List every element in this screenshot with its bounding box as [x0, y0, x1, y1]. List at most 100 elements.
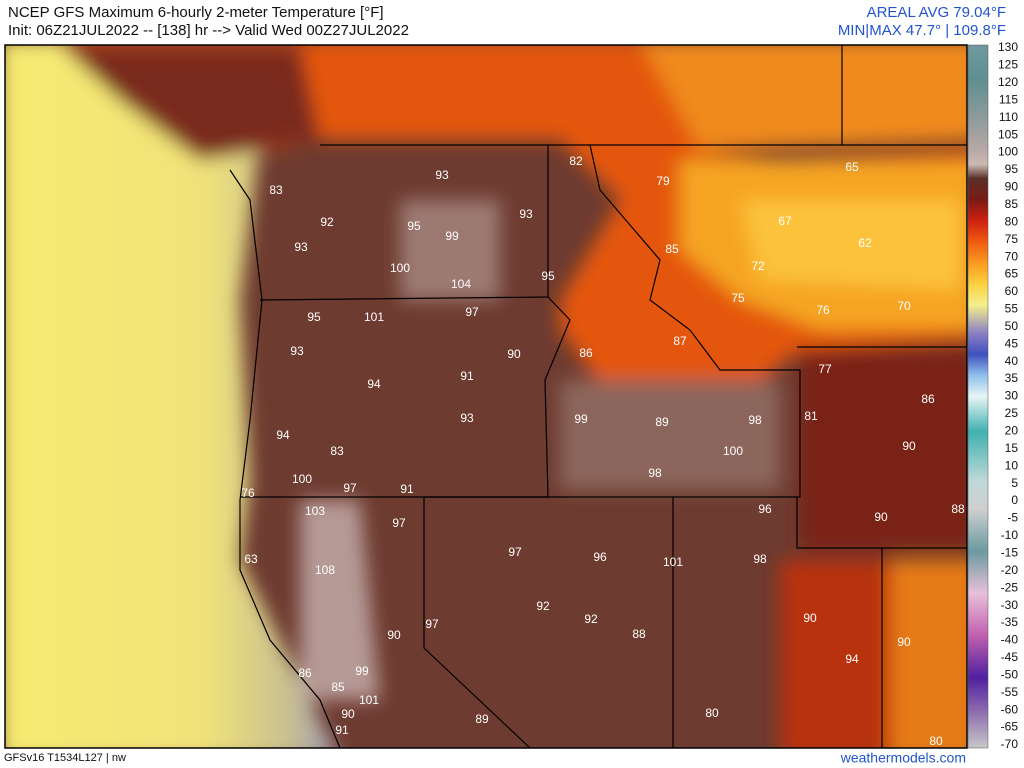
station-temp: 90 [902, 439, 916, 453]
colorbar-label: -5 [1007, 511, 1018, 525]
colorbar-label: -30 [1001, 598, 1019, 612]
station-temp: 95 [407, 219, 421, 233]
station-temp: 97 [343, 481, 357, 495]
station-temp: 67 [778, 214, 792, 228]
colorbar-label: 70 [1005, 249, 1019, 263]
colorbar-label: -60 [1001, 702, 1019, 716]
station-temp: 88 [951, 502, 965, 516]
station-temp: 93 [435, 168, 449, 182]
station-temp: 100 [390, 261, 410, 275]
colorbar-label: 65 [1005, 267, 1019, 281]
colorbar-label: -15 [1001, 545, 1019, 559]
station-temp: 99 [355, 664, 369, 678]
station-temp: 90 [507, 347, 521, 361]
station-temp: 96 [593, 550, 607, 564]
station-temp: 100 [292, 472, 312, 486]
site-credit[interactable]: weathermodels.com [840, 750, 966, 766]
station-temp: 81 [804, 409, 818, 423]
map-field [5, 45, 967, 748]
station-temp: 94 [845, 652, 859, 666]
station-temp: 76 [241, 486, 255, 500]
colorbar-label: 40 [1005, 354, 1019, 368]
station-temp: 103 [305, 504, 325, 518]
colorbar-label: 0 [1011, 493, 1018, 507]
station-temp: 86 [921, 392, 935, 406]
colorbar-label: 25 [1005, 406, 1019, 420]
station-temp: 95 [307, 310, 321, 324]
state-border [796, 497, 967, 549]
station-temp: 80 [929, 734, 943, 748]
colorbar-label: 80 [1005, 214, 1019, 228]
station-temp: 86 [579, 346, 593, 360]
station-temp: 75 [731, 291, 745, 305]
colorbar-label: 110 [999, 110, 1018, 124]
station-temp: 99 [445, 229, 459, 243]
colorbar-label: -70 [1001, 737, 1019, 751]
station-temp: 91 [400, 482, 414, 496]
station-temp: 70 [897, 299, 911, 313]
station-temp: 108 [315, 563, 335, 577]
colorbar-label: 20 [1005, 424, 1019, 438]
colorbar-label: 100 [998, 145, 1018, 159]
station-temp: 97 [465, 305, 479, 319]
station-temp: 101 [364, 310, 384, 324]
station-temp: 94 [367, 377, 381, 391]
station-temp: 94 [276, 428, 290, 442]
station-temp: 101 [663, 555, 683, 569]
station-temp: 90 [803, 611, 817, 625]
colorbar-label: 15 [1005, 441, 1019, 455]
station-temp: 85 [331, 680, 345, 694]
colorbar-label: -20 [1001, 563, 1019, 577]
station-temp: 90 [341, 707, 355, 721]
min-max: MIN|MAX 47.7° | 109.8°F [838, 22, 1006, 39]
station-temp: 77 [818, 362, 832, 376]
station-temp: 83 [269, 183, 283, 197]
station-temp: 91 [460, 369, 474, 383]
station-temp: 96 [758, 502, 772, 516]
station-temp: 101 [359, 693, 379, 707]
colorbar-label: 130 [998, 40, 1018, 54]
colorbar-label: -35 [1001, 615, 1019, 629]
station-temp: 95 [541, 269, 555, 283]
station-temp: 72 [751, 259, 765, 273]
colorbar-label: 45 [1005, 336, 1019, 350]
station-temp: 100 [723, 444, 743, 458]
station-temp: 92 [320, 215, 334, 229]
station-temp: 93 [294, 240, 308, 254]
station-temp: 89 [655, 415, 669, 429]
colorbar-label: 35 [1005, 371, 1019, 385]
areal-average: AREAL AVG 79.04°F [867, 4, 1006, 21]
colorbar-label: -25 [1001, 580, 1019, 594]
station-temp: 97 [508, 545, 522, 559]
station-temp: 87 [673, 334, 687, 348]
colorbar-label: 95 [1005, 162, 1019, 176]
station-temp: 88 [632, 627, 646, 641]
colorbar-label: 120 [998, 75, 1018, 89]
station-temp: 98 [753, 552, 767, 566]
station-temp: 90 [897, 635, 911, 649]
colorbar-label: -40 [1001, 633, 1019, 647]
station-temp: 89 [475, 712, 489, 726]
station-temp: 91 [335, 723, 349, 737]
init-time: Init: 06Z21JUL2022 -- [138] hr --> Valid… [8, 22, 409, 39]
station-temp: 93 [460, 411, 474, 425]
station-temp: 82 [569, 154, 583, 168]
colorbar-label: 125 [998, 58, 1018, 72]
colorbar-label: -65 [1001, 720, 1019, 734]
colorbar-label: -55 [1001, 685, 1019, 699]
station-temp: 83 [330, 444, 344, 458]
map-frame [4, 44, 968, 749]
colorbar-label: 55 [1005, 302, 1019, 316]
station-temp: 92 [584, 612, 598, 626]
station-temp: 65 [845, 160, 859, 174]
station-temp: 98 [748, 413, 762, 427]
colorbar-label: 30 [1005, 389, 1019, 403]
colorbar-label: 50 [1005, 319, 1019, 333]
colorbar-label: 90 [1005, 180, 1019, 194]
station-temp: 90 [874, 510, 888, 524]
station-temp: 104 [451, 277, 471, 291]
colorbar-label: 75 [1005, 232, 1019, 246]
station-temp: 63 [244, 552, 258, 566]
station-temp: 76 [816, 303, 830, 317]
colorbar [967, 44, 989, 749]
